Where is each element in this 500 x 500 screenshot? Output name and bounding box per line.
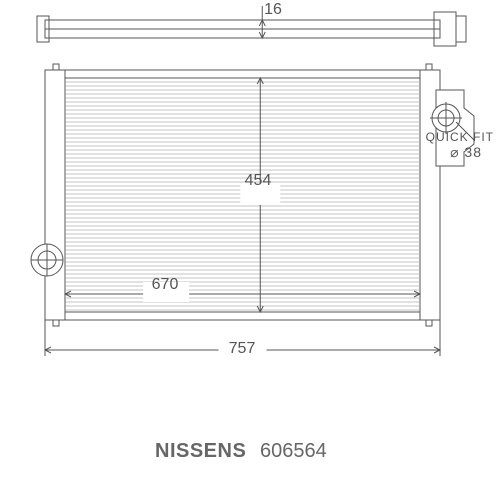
diagram-page: 16 454 670 757 QUICK FIT ⌀ 38 NISSENS 60… <box>0 0 500 500</box>
dim-overall-width: 757 <box>229 340 256 358</box>
port-diameter-label: ⌀ 38 <box>450 144 482 161</box>
brand-name: NISSENS <box>155 440 246 463</box>
dim-core-width: 670 <box>152 276 179 294</box>
quickfit-label: QUICK FIT <box>426 130 494 144</box>
dim-top-thickness: 16 <box>264 1 282 19</box>
dim-core-height: 454 <box>245 172 272 190</box>
part-number: 606564 <box>260 440 327 463</box>
